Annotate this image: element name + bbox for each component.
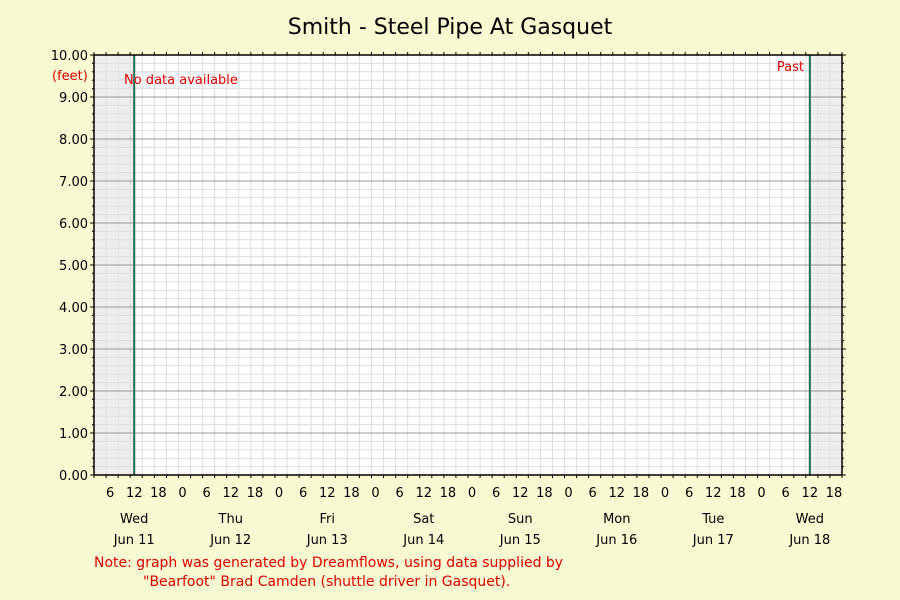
y-tick-label: 3.00 [59, 343, 88, 358]
note-line-2: "Bearfoot" Brad Camden (shuttle driver i… [143, 574, 510, 590]
x-day-date: Jun 17 [692, 533, 734, 548]
x-hour-label: 0 [275, 486, 283, 501]
x-hour-label: 18 [633, 486, 650, 501]
x-day-date: Jun 11 [113, 533, 155, 548]
x-hour-label: 18 [536, 486, 553, 501]
x-day-weekday: Thu [218, 512, 243, 527]
chart-title: Smith - Steel Pipe At Gasquet [288, 15, 613, 40]
x-day-weekday: Mon [603, 512, 630, 527]
x-hour-label: 18 [150, 486, 167, 501]
y-tick-label: 5.00 [59, 259, 88, 274]
x-hour-label: 18 [826, 486, 843, 501]
x-hour-label: 0 [178, 486, 186, 501]
x-hour-label: 18 [247, 486, 264, 501]
x-hour-label: 12 [609, 486, 626, 501]
x-day-weekday: Wed [120, 512, 148, 527]
y-tick-label: 1.00 [59, 427, 88, 442]
x-day-weekday: Wed [796, 512, 824, 527]
x-day-date: Jun 18 [788, 533, 830, 548]
note-line-1: Note: graph was generated by Dreamflows,… [94, 555, 563, 571]
x-day-weekday: Tue [701, 512, 724, 527]
x-hour-label: 18 [729, 486, 746, 501]
y-tick-label: 2.00 [59, 385, 88, 400]
x-hour-label: 6 [202, 486, 210, 501]
x-day-date: Jun 16 [595, 533, 637, 548]
x-hour-label: 6 [106, 486, 114, 501]
x-day-date: Jun 12 [209, 533, 251, 548]
x-hour-label: 6 [589, 486, 597, 501]
x-hour-label: 12 [512, 486, 529, 501]
x-hour-label: 12 [802, 486, 819, 501]
x-hour-label: 6 [685, 486, 693, 501]
x-hour-label: 18 [440, 486, 457, 501]
x-hour-label: 0 [564, 486, 572, 501]
x-hour-label: 12 [222, 486, 239, 501]
x-day-weekday: Sun [508, 512, 533, 527]
y-tick-label: 10.00 [51, 49, 88, 64]
no-data-annotation: No data available [124, 73, 238, 88]
y-tick-label: 4.00 [59, 301, 88, 316]
x-day-date: Jun 15 [499, 533, 541, 548]
y-axis-label: (feet) [52, 69, 88, 84]
y-tick-label: 6.00 [59, 217, 88, 232]
y-tick-label: 9.00 [59, 91, 88, 106]
x-hour-label: 12 [705, 486, 722, 501]
x-hour-label: 6 [782, 486, 790, 501]
x-day-weekday: Sat [413, 512, 434, 527]
y-tick-label: 8.00 [59, 133, 88, 148]
x-day-weekday: Fri [319, 512, 335, 527]
x-day-date: Jun 13 [306, 533, 348, 548]
y-tick-label: 0.00 [59, 469, 88, 484]
x-hour-label: 6 [492, 486, 500, 501]
x-hour-label: 0 [661, 486, 669, 501]
x-day-date: Jun 14 [402, 533, 444, 548]
x-hour-label: 0 [468, 486, 476, 501]
x-hour-label: 6 [395, 486, 403, 501]
plot-area: 0.00 1.00 2.00 3.00 4.00 5.00 6.00 7.00 8.00 9.00… [51, 49, 846, 548]
x-hour-label: 0 [371, 486, 379, 501]
x-hour-label: 0 [757, 486, 765, 501]
x-hour-label: 6 [299, 486, 307, 501]
x-hour-label: 12 [319, 486, 336, 501]
y-tick-label: 7.00 [59, 175, 88, 190]
x-hour-label: 12 [126, 486, 143, 501]
x-hour-label: 12 [415, 486, 432, 501]
past-annotation: Past [777, 60, 804, 75]
x-hour-label: 18 [343, 486, 360, 501]
